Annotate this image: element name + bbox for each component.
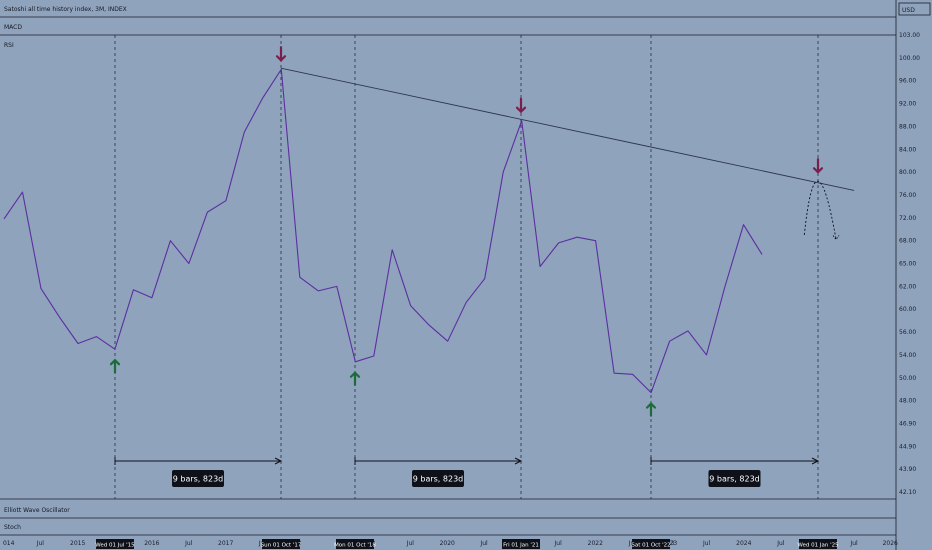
y-axis: 103.00 100.00 96.00 92.00 88.00 84.00 80.00 76.… [899,32,920,496]
date-label: Wed 01 Jul '15 [95,543,135,549]
y-tick-label: 43.90 [899,466,916,473]
x-axis: 014Jul20152016Jul2017Jul89Jul2020JulJul2… [3,539,898,549]
x-tick-label: Jul [184,540,193,547]
pane-label-rsi: RSI [4,42,14,49]
date-label: Mon 01 Oct '18 [334,543,376,549]
y-tick-label: 68.00 [899,238,916,245]
currency-box[interactable] [898,2,931,16]
x-tick-label: 2017 [218,540,233,547]
y-tick-label: 96.00 [899,78,916,85]
y-tick-label: 92.00 [899,101,916,108]
down-arrow-icon [812,158,824,174]
y-tick-label: 42.10 [899,489,916,496]
x-tick-label: Jul [479,540,488,547]
chart-title: Satoshi all time history index, 3M, INDE… [4,6,127,13]
down-arrow-icon [275,46,287,62]
measure-label: 9 bars, 823d [413,475,464,484]
y-tick-label: 76.00 [899,192,916,199]
date-label: Fri 01 Jan '21 [503,543,539,549]
date-label: Wed 01 Jan '25 [797,543,839,549]
measure-label-box [172,470,224,487]
y-tick-label: 103.00 [899,32,920,39]
pane-label-elliott: Elliott Wave Oscillator [4,507,70,514]
y-tick-label: 65.00 [899,261,916,268]
trendline-group [280,67,855,191]
x-tick-label: 2015 [70,540,85,547]
x-tick-label: Jul [702,540,711,547]
date-label: Sun 01 Oct '17 [261,543,302,549]
measure-label-box [708,470,761,487]
y-tick-label: 84.00 [899,146,916,153]
date-label-box [632,539,670,549]
up-arrow-icon [349,371,361,386]
x-tick-label: 2016 [144,540,159,547]
measure-label-box [412,470,464,487]
x-tick-label: Jul [776,540,785,547]
y-tick-label: 88.00 [899,123,916,130]
measure-arrow-head [274,457,283,465]
date-label-box [336,539,374,549]
measure-label: 9 bars, 823d [173,475,224,484]
y-tick-label: 80.00 [899,169,916,176]
signal-arrows [109,46,840,417]
y-tick-label: 48.00 [899,398,916,405]
currency-label: USD [902,7,915,14]
y-tick-label: 46.90 [899,420,916,427]
measure-arrow-head [514,457,523,465]
up-arrow-icon [645,402,657,417]
y-tick-label: 72.00 [899,215,916,222]
bar-measurements: 9 bars, 823d 9 bars, 823d 9 bars, 823d [114,457,820,487]
date-label-box [799,539,837,549]
pane-label-stoch: Stoch [4,524,21,531]
y-tick-label: 56.00 [899,329,916,336]
x-tick-label: 2020 [440,540,455,547]
x-tick-label: Jul [849,540,858,547]
y-tick-label: 100.00 [899,55,920,62]
x-tick-label: 2022 [588,540,603,547]
x-tick-label: 3 [670,540,674,547]
x-tick-label: Jul [554,540,563,547]
x-tick-label: 014 [3,540,15,547]
y-tick-label: 50.00 [899,375,916,382]
date-label-box [96,539,134,549]
rsi-series-line [3,68,763,394]
y-tick-label: 54.00 [899,352,916,359]
up-arrow-icon [109,358,121,374]
x-tick-label: Jul [36,540,45,547]
date-label: Sat 01 Oct '22 [631,543,670,549]
measure-label: 9 bars, 823d [709,475,760,484]
pane-separators [0,0,897,550]
y-tick-label: 60.00 [899,306,916,313]
measure-arrow-head [811,457,820,465]
date-guide-lines [114,35,819,499]
date-label-box [262,539,300,549]
x-tick-label: Jul [406,540,415,547]
x-tick-label: 2024 [736,540,751,547]
x-tick-label: 2026 [883,540,898,547]
date-label-box [502,539,540,549]
resistance-trendline[interactable] [280,67,855,191]
projection-curve [803,180,837,240]
y-tick-label: 62.00 [899,283,916,290]
pane-label-macd: MACD [4,24,22,31]
down-arrow-icon [515,97,527,114]
y-tick-label: 44.90 [899,443,916,450]
